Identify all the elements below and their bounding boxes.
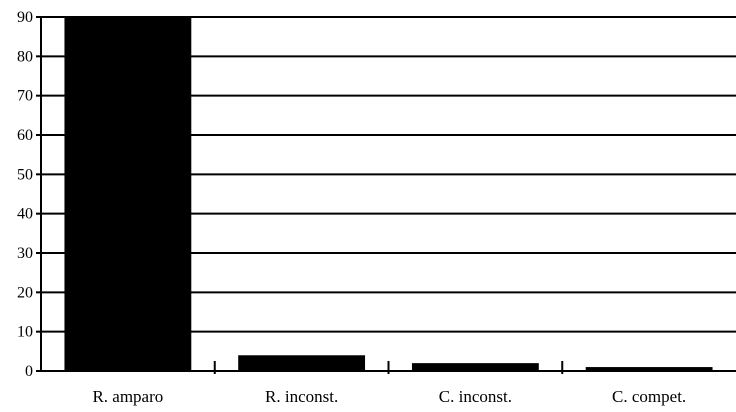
y-tick-label-80: 80	[17, 48, 33, 65]
x-tick-label-4: C. compet.	[612, 387, 686, 406]
bar-c-compet	[585, 367, 713, 371]
y-tick-label-10: 10	[17, 324, 33, 341]
bars	[64, 17, 713, 371]
y-tick-label-50: 50	[17, 166, 33, 183]
y-tick-label-40: 40	[17, 206, 33, 223]
y-tick-label-0: 0	[25, 363, 33, 380]
bar-c-inconst	[411, 363, 539, 371]
y-tick-label-30: 30	[17, 245, 33, 262]
x-tick-labels: R. amparo R. inconst. C. inconst. C. compet…	[92, 387, 686, 406]
y-tick-label-20: 20	[17, 284, 33, 301]
x-tick-label-2: R. inconst.	[265, 387, 338, 406]
y-tick-label-90: 90	[17, 9, 33, 26]
bar-r-amparo	[64, 17, 192, 371]
y-tick-label-60: 60	[17, 127, 33, 144]
y-tick-label-70: 70	[17, 88, 33, 105]
axes	[36, 16, 564, 374]
x-tick-label-1: R. amparo	[92, 387, 163, 406]
y-tick-labels: 0 10 20 30 40 50 60 70 80 90	[17, 9, 33, 380]
x-tick-label-3: C. inconst.	[439, 387, 512, 406]
bar-r-inconst	[238, 355, 366, 371]
